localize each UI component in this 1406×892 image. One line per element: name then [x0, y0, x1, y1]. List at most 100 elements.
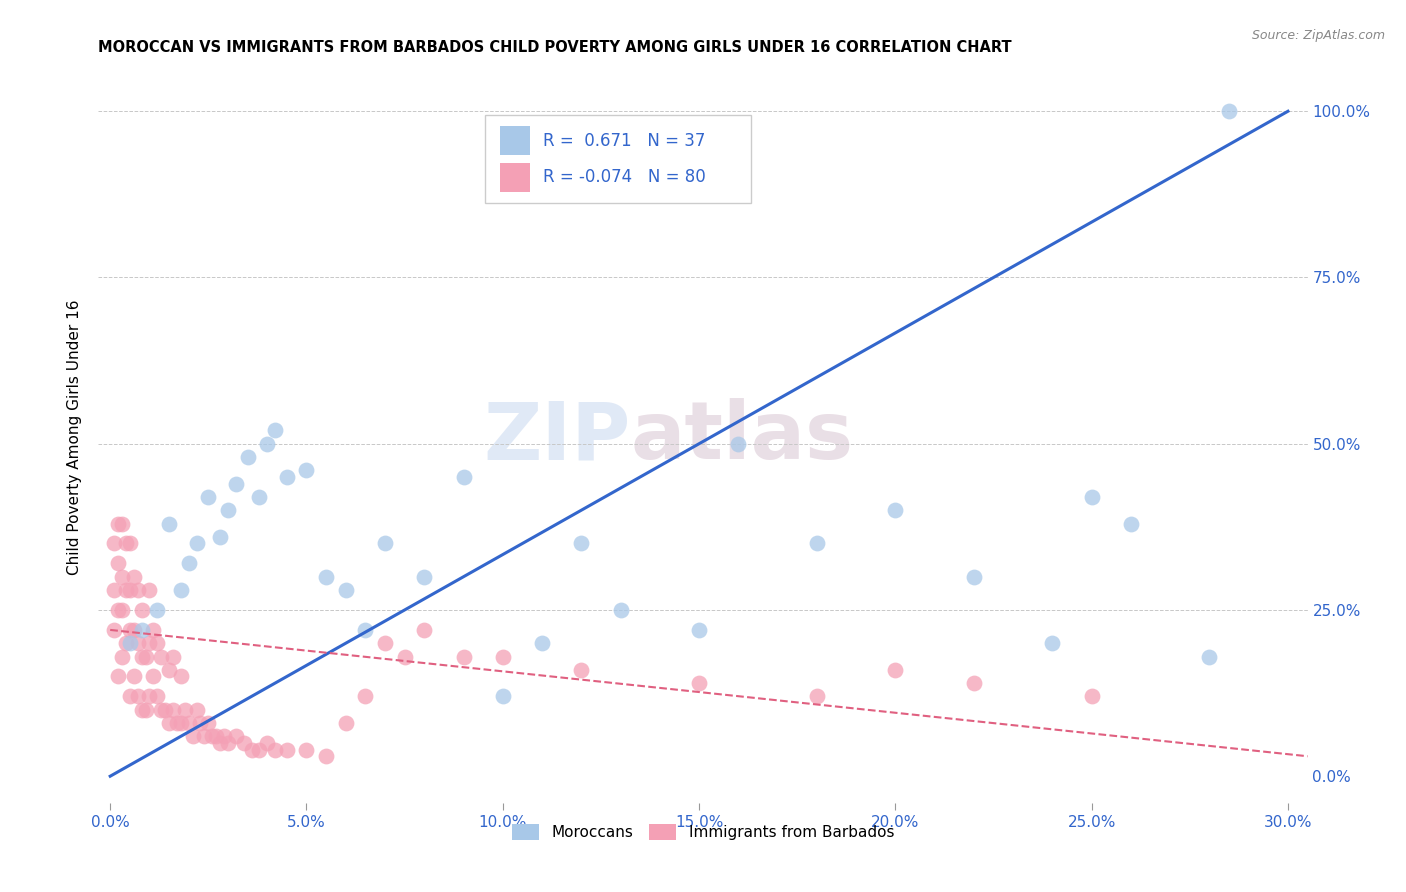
Point: [240, 742, 263, 756]
Point: [264, 424, 287, 438]
Point: [142, 669, 165, 683]
Point: [963, 676, 986, 690]
FancyBboxPatch shape: [501, 126, 530, 155]
Point: [146, 636, 169, 650]
Point: [122, 623, 145, 637]
Point: [135, 649, 157, 664]
Point: [177, 557, 200, 571]
Point: [190, 716, 212, 731]
Point: [688, 676, 710, 690]
Point: [217, 503, 239, 517]
Point: [170, 669, 193, 683]
Point: [193, 729, 215, 743]
Point: [138, 636, 160, 650]
Point: [256, 436, 278, 450]
Point: [131, 703, 153, 717]
Point: [118, 623, 141, 637]
Point: [170, 582, 193, 597]
Point: [806, 690, 828, 704]
Point: [453, 470, 475, 484]
Point: [118, 536, 141, 550]
Point: [492, 649, 515, 664]
Point: [1042, 636, 1064, 650]
Point: [236, 450, 259, 464]
Point: [162, 649, 184, 664]
Point: [111, 570, 134, 584]
Point: [232, 736, 254, 750]
Point: [107, 669, 129, 683]
Point: [157, 663, 180, 677]
Point: [569, 663, 592, 677]
Point: [162, 703, 184, 717]
Point: [177, 716, 200, 731]
Point: [1119, 516, 1142, 531]
Legend: Moroccans, Immigrants from Barbados: Moroccans, Immigrants from Barbados: [506, 818, 900, 847]
Text: atlas: atlas: [630, 398, 853, 476]
Point: [142, 623, 165, 637]
Point: [247, 742, 270, 756]
Point: [186, 703, 208, 717]
Point: [186, 536, 208, 550]
Point: [884, 503, 907, 517]
Point: [205, 729, 228, 743]
Point: [609, 603, 631, 617]
Point: [103, 536, 125, 550]
Point: [217, 736, 239, 750]
Point: [173, 703, 195, 717]
Point: [531, 636, 554, 650]
Point: [111, 649, 134, 664]
Text: R = -0.074   N = 80: R = -0.074 N = 80: [543, 169, 706, 186]
Point: [1080, 490, 1102, 504]
Point: [315, 570, 337, 584]
Point: [115, 636, 138, 650]
Point: [197, 716, 219, 731]
Point: [197, 490, 219, 504]
Point: [115, 582, 138, 597]
Point: [131, 623, 153, 637]
Point: [166, 716, 188, 731]
Text: ZIP: ZIP: [484, 398, 630, 476]
Point: [225, 729, 247, 743]
Point: [146, 690, 169, 704]
Point: [118, 690, 141, 704]
Point: [264, 742, 287, 756]
Point: [107, 516, 129, 531]
Point: [131, 649, 153, 664]
Point: [127, 582, 149, 597]
Point: [688, 623, 710, 637]
Point: [122, 669, 145, 683]
Point: [127, 690, 149, 704]
Point: [569, 536, 592, 550]
Point: [111, 516, 134, 531]
Point: [806, 536, 828, 550]
Point: [1218, 104, 1240, 119]
Point: [118, 636, 141, 650]
Point: [295, 463, 318, 477]
Point: [170, 716, 193, 731]
Text: Source: ZipAtlas.com: Source: ZipAtlas.com: [1251, 29, 1385, 42]
Point: [256, 736, 278, 750]
Point: [335, 716, 357, 731]
Point: [201, 729, 224, 743]
Y-axis label: Child Poverty Among Girls Under 16: Child Poverty Among Girls Under 16: [67, 300, 83, 574]
Point: [247, 490, 270, 504]
Point: [115, 536, 138, 550]
Point: [413, 623, 436, 637]
Point: [727, 436, 749, 450]
Point: [1198, 649, 1220, 664]
Point: [150, 703, 173, 717]
Point: [103, 623, 125, 637]
FancyBboxPatch shape: [501, 163, 530, 192]
Point: [354, 623, 377, 637]
Point: [150, 649, 173, 664]
Point: [138, 690, 160, 704]
Point: [135, 703, 157, 717]
Point: [127, 636, 149, 650]
Point: [374, 536, 396, 550]
Point: [354, 690, 377, 704]
Point: [209, 530, 232, 544]
Point: [103, 582, 125, 597]
Point: [1080, 690, 1102, 704]
Point: [276, 742, 298, 756]
Point: [153, 703, 176, 717]
